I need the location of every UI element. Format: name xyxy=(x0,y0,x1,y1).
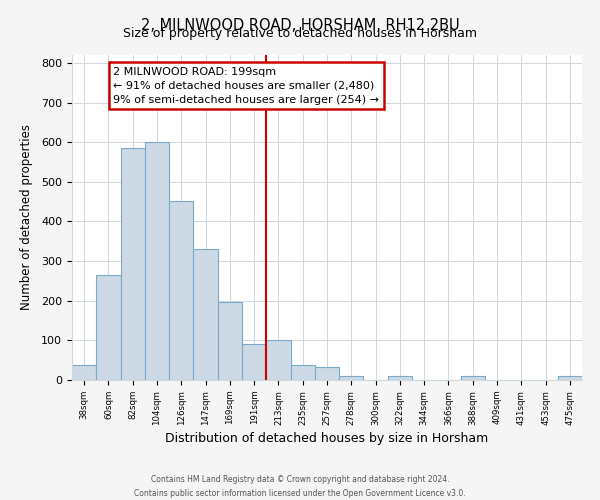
Text: 2 MILNWOOD ROAD: 199sqm
← 91% of detached houses are smaller (2,480)
9% of semi-: 2 MILNWOOD ROAD: 199sqm ← 91% of detache… xyxy=(113,67,379,105)
Bar xyxy=(218,302,242,380)
Bar xyxy=(315,368,339,380)
Text: Contains HM Land Registry data © Crown copyright and database right 2024.
Contai: Contains HM Land Registry data © Crown c… xyxy=(134,476,466,498)
Bar xyxy=(339,376,364,380)
Bar xyxy=(169,201,193,380)
Bar xyxy=(193,249,218,380)
Bar xyxy=(558,376,582,380)
Bar xyxy=(290,365,315,380)
Bar xyxy=(72,365,96,380)
Text: Size of property relative to detached houses in Horsham: Size of property relative to detached ho… xyxy=(123,28,477,40)
Y-axis label: Number of detached properties: Number of detached properties xyxy=(20,124,33,310)
Bar xyxy=(121,148,145,380)
Bar xyxy=(145,142,169,380)
Bar xyxy=(388,376,412,380)
Bar xyxy=(266,340,290,380)
Bar xyxy=(461,376,485,380)
Text: 2, MILNWOOD ROAD, HORSHAM, RH12 2BU: 2, MILNWOOD ROAD, HORSHAM, RH12 2BU xyxy=(140,18,460,32)
Bar xyxy=(96,275,121,380)
X-axis label: Distribution of detached houses by size in Horsham: Distribution of detached houses by size … xyxy=(166,432,488,444)
Bar xyxy=(242,344,266,380)
